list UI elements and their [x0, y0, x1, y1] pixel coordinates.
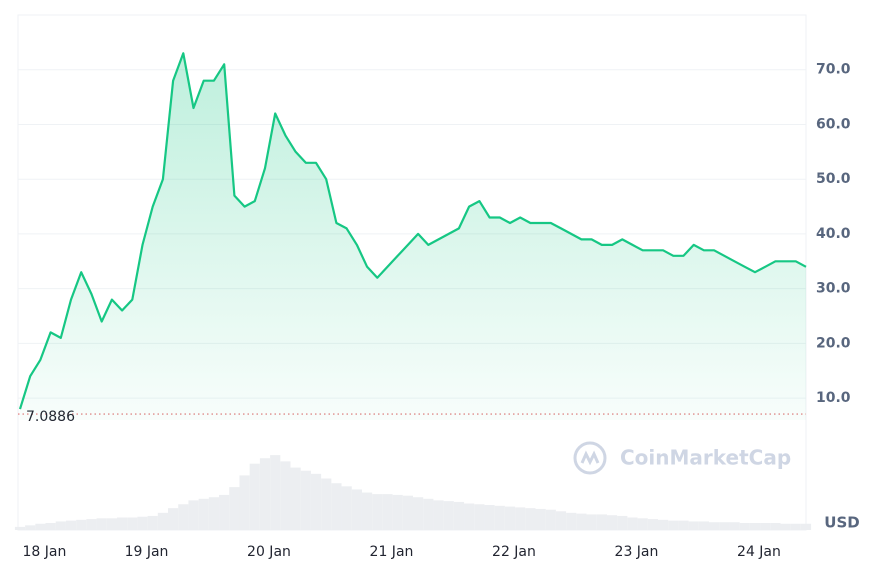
- volume-bar: [157, 512, 169, 530]
- x-tick-label: 19 Jan: [125, 544, 169, 560]
- volume-bar: [392, 494, 403, 530]
- volume-bar: [453, 501, 465, 530]
- volume-bar: [198, 498, 209, 530]
- volume-bar: [310, 473, 322, 530]
- volume-bar: [351, 489, 362, 530]
- volume-bar: [372, 494, 383, 530]
- volume-bar: [760, 522, 771, 530]
- volume-bar: [402, 495, 413, 530]
- x-tick-label: 22 Jan: [492, 544, 536, 560]
- y-tick-label: 70.0: [816, 62, 851, 78]
- volume-bar: [423, 498, 434, 530]
- volume-bar: [606, 515, 618, 530]
- volume-bar: [127, 517, 138, 530]
- volume-bar: [259, 458, 271, 530]
- volume-bar: [168, 508, 179, 530]
- volume-bar: [739, 522, 750, 530]
- volume-bar: [647, 519, 658, 530]
- watermark: CoinMarketCap: [620, 446, 791, 470]
- volume-bar: [504, 506, 516, 530]
- y-tick-label: 10.0: [816, 390, 851, 406]
- x-tick-label: 21 Jan: [370, 544, 414, 560]
- volume-bar: [188, 500, 199, 530]
- volume-bar: [290, 467, 301, 530]
- volume-bar: [270, 455, 281, 530]
- volume-bar: [443, 501, 454, 530]
- volume-bar: [341, 486, 352, 530]
- volume-bar: [800, 523, 812, 530]
- volume-bar: [780, 523, 791, 530]
- volume-bar: [688, 521, 699, 530]
- volume-bar: [413, 497, 424, 530]
- volume-bar: [249, 463, 260, 530]
- volume-bar: [657, 519, 669, 530]
- volume-bar: [178, 504, 189, 530]
- volume-bar: [576, 513, 587, 530]
- volume-bar: [678, 520, 689, 530]
- volume-bar: [668, 520, 679, 530]
- y-tick-label: 60.0: [816, 116, 851, 132]
- volume-bar: [494, 505, 505, 530]
- volume-bar: [106, 518, 117, 530]
- volume-bar: [770, 522, 781, 530]
- volume-bar: [719, 522, 730, 530]
- volume-bar: [586, 514, 597, 530]
- volume-bar: [147, 515, 158, 530]
- x-tick-label: 20 Jan: [247, 544, 291, 560]
- price-line: [18, 52, 807, 410]
- volume-bar: [525, 508, 536, 530]
- volume-bar: [239, 475, 250, 530]
- volume-bar: [729, 522, 740, 530]
- x-tick-label: 24 Jan: [737, 544, 781, 560]
- volume-bar: [627, 517, 638, 530]
- price-area: [20, 53, 806, 421]
- volume-bar: [35, 523, 46, 530]
- volume-bar: [596, 514, 607, 530]
- y-tick-label: 40.0: [816, 226, 851, 242]
- x-tick-label: 23 Jan: [615, 544, 659, 560]
- y-tick-label: 30.0: [816, 281, 851, 297]
- y-tick-label: 20.0: [816, 335, 851, 351]
- volume-bar: [65, 520, 77, 530]
- volume-bar: [515, 507, 526, 530]
- volume-bar: [45, 522, 56, 530]
- volume-bar: [617, 515, 628, 530]
- volume-bar: [76, 519, 87, 530]
- volume-bar: [321, 478, 332, 530]
- volume-bar: [300, 470, 311, 530]
- volume-bar: [361, 492, 373, 530]
- volume-bar: [219, 494, 230, 530]
- watermark-logo: [573, 441, 607, 475]
- volume-bar: [709, 522, 720, 530]
- volume-bar: [749, 522, 761, 530]
- volume-bar: [433, 500, 444, 530]
- x-tick-label: 18 Jan: [22, 544, 66, 560]
- volume-bar: [280, 461, 291, 530]
- volume-bar: [116, 517, 128, 530]
- volume-bar: [55, 521, 66, 530]
- volume-bar: [484, 505, 495, 530]
- volume-bar: [382, 494, 393, 530]
- volume-bar: [96, 518, 107, 530]
- volume-bar: [790, 523, 801, 530]
- volume-bar: [229, 487, 240, 530]
- volume-bar: [25, 525, 36, 530]
- volume-bar: [331, 483, 342, 530]
- volume-bar: [566, 512, 577, 530]
- y-tick-label: 50.0: [816, 171, 851, 187]
- volume-bar: [637, 518, 648, 530]
- volume-bar: [14, 526, 26, 530]
- volume-bar: [474, 504, 485, 530]
- volume-bar: [535, 508, 546, 530]
- volume-bar: [208, 497, 220, 530]
- volume-bar: [464, 503, 475, 530]
- volume-bar: [86, 519, 97, 530]
- currency-label: USD: [824, 514, 859, 532]
- volume-bar: [555, 511, 567, 530]
- volume-bar: [545, 509, 556, 530]
- volume-bar: [698, 521, 710, 530]
- volume-bar: [137, 516, 148, 530]
